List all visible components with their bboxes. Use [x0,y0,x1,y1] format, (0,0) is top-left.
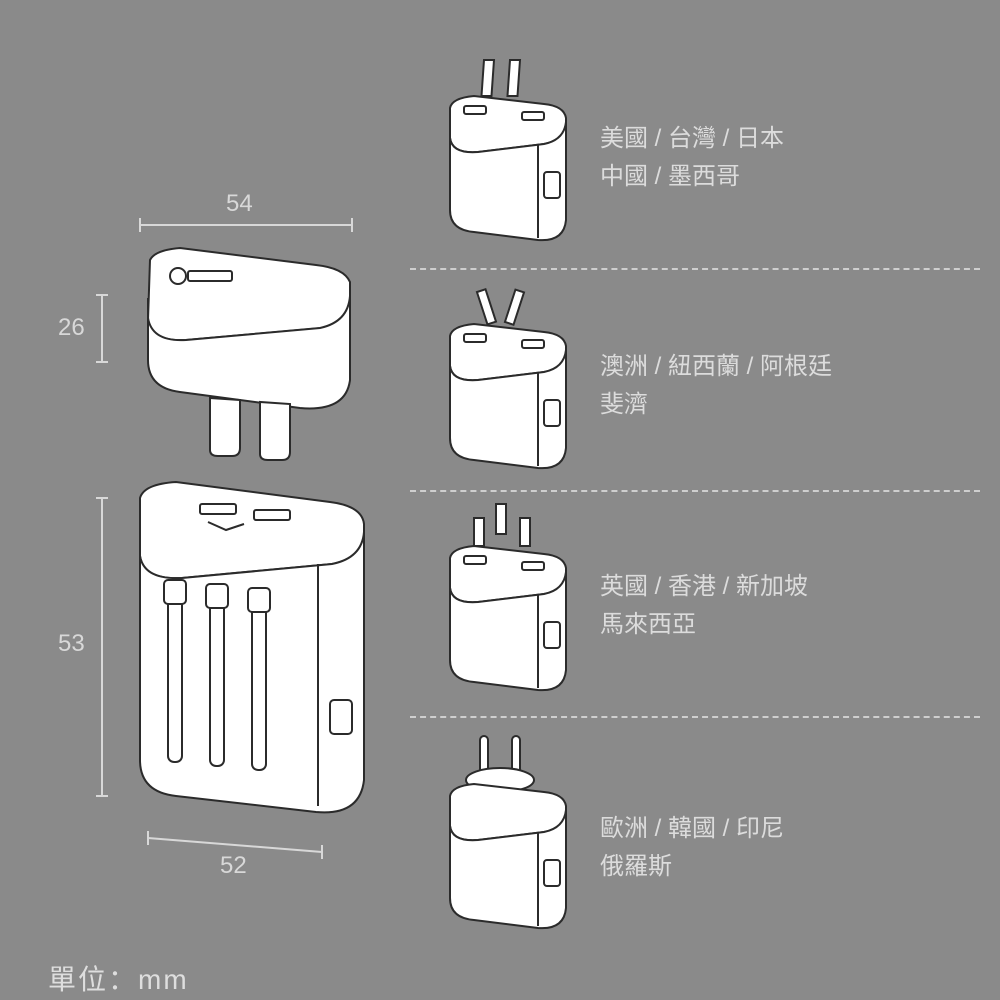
region-us-line1: 美國 / 台灣 / 日本 [600,120,980,158]
divider-3 [410,716,980,718]
diagram-canvas: 54 26 53 52 美國 / 台灣 / 日本 中國 / 墨西哥 澳洲 / 紐… [0,0,1000,1000]
region-uk-line1: 英國 / 香港 / 新加坡 [600,568,980,606]
region-us: 美國 / 台灣 / 日本 中國 / 墨西哥 [600,120,980,197]
dim-base-height: 53 [58,630,85,658]
region-us-line2: 中國 / 墨西哥 [600,158,980,196]
divider-2 [410,490,980,492]
region-au-line1: 澳洲 / 紐西蘭 / 阿根廷 [600,348,980,386]
divider-1 [410,268,980,270]
dim-base-depth: 52 [220,852,247,880]
region-eu-line2: 俄羅斯 [600,848,980,886]
dim-top-width: 54 [226,190,253,218]
region-uk: 英國 / 香港 / 新加坡 馬來西亞 [600,568,980,645]
dim-top-height: 26 [58,314,85,342]
region-au: 澳洲 / 紐西蘭 / 阿根廷 斐濟 [600,348,980,425]
region-au-line2: 斐濟 [600,386,980,424]
region-uk-line2: 馬來西亞 [600,606,980,644]
unit-label: 單位：mm [48,958,189,998]
region-eu: 歐洲 / 韓國 / 印尼 俄羅斯 [600,810,980,887]
region-eu-line1: 歐洲 / 韓國 / 印尼 [600,810,980,848]
